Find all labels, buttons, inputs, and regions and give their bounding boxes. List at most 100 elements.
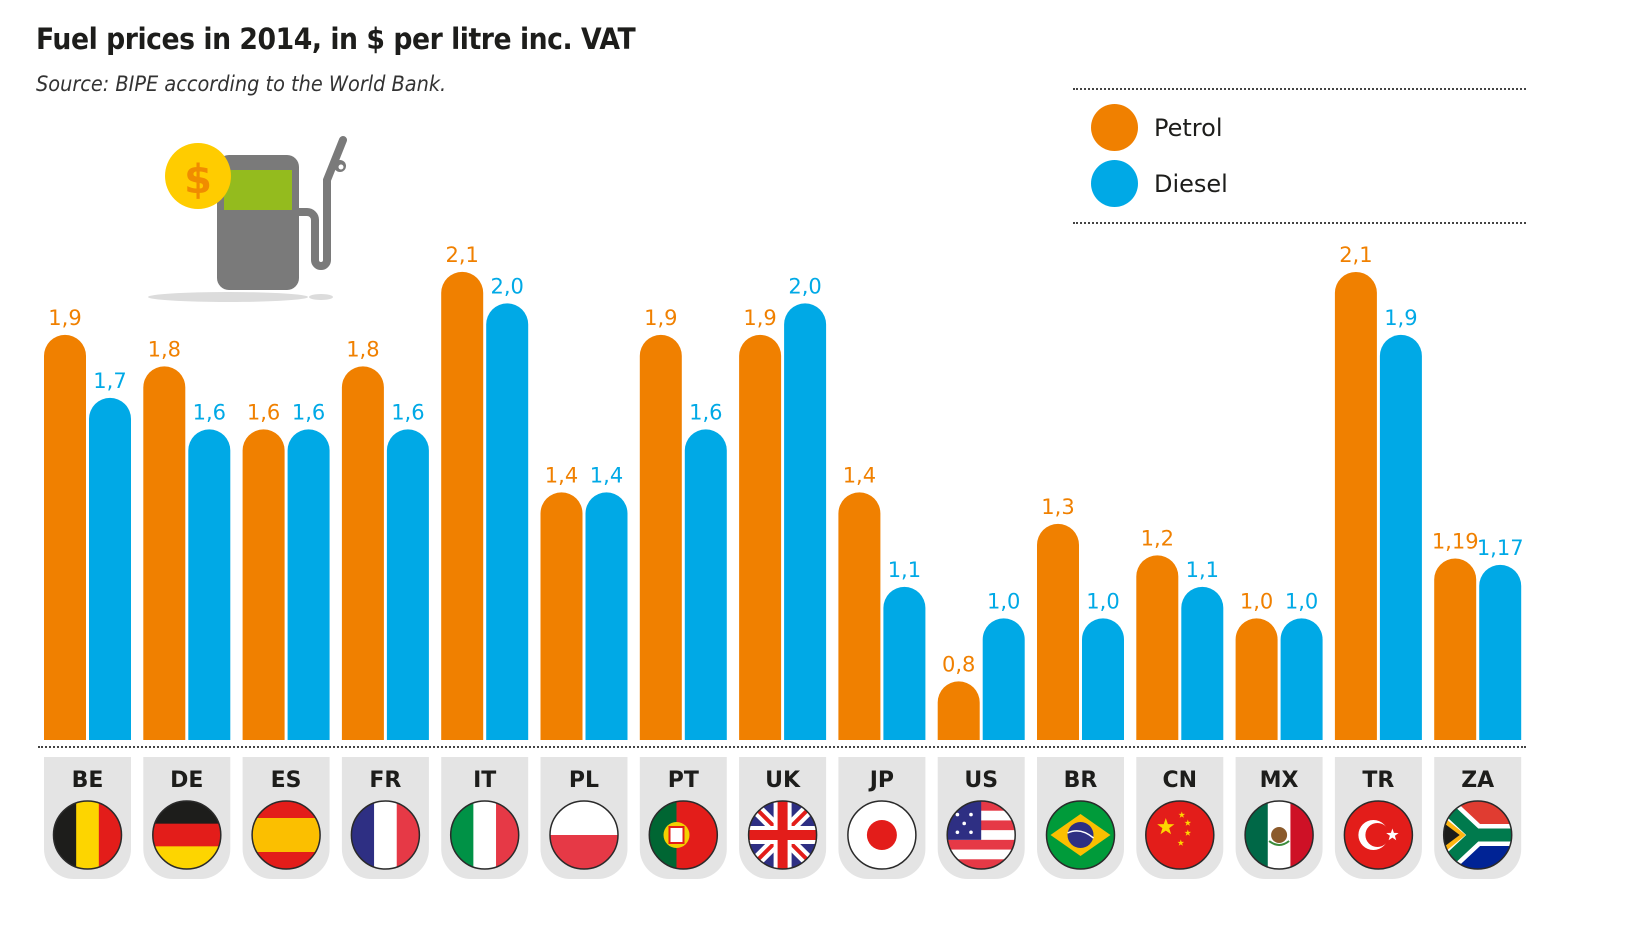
flag-de-icon xyxy=(152,800,222,870)
data-label-diesel-de: 1,6 xyxy=(193,400,226,424)
bar-diesel-us xyxy=(982,618,1025,740)
pump-shadow xyxy=(148,292,308,302)
data-label-petrol-jp: 1,4 xyxy=(843,463,876,487)
data-label-petrol-pt: 1,9 xyxy=(644,306,677,330)
data-label-petrol-cn: 1,2 xyxy=(1141,526,1174,550)
data-label-diesel-pt: 1,6 xyxy=(689,400,722,424)
bar-diesel-mx xyxy=(1280,618,1323,740)
data-label-diesel-za: 1,17 xyxy=(1477,536,1524,560)
category-label-uk: UK xyxy=(765,768,801,793)
dollar-sign: $ xyxy=(184,157,212,203)
flag-fr-icon xyxy=(350,800,421,870)
category-label-pt: PT xyxy=(668,768,699,793)
category-label-de: DE xyxy=(170,768,203,793)
data-label-petrol-tr: 2,1 xyxy=(1339,243,1372,267)
bar-diesel-pt xyxy=(684,429,727,740)
data-label-diesel-es: 1,6 xyxy=(292,400,325,424)
data-label-petrol-it: 2,1 xyxy=(445,243,478,267)
diesel-swatch-icon xyxy=(1091,160,1138,207)
flag-tr-icon xyxy=(1343,800,1414,870)
chart-subtitle: Source: BIPE according to the World Bank… xyxy=(36,72,447,96)
data-label-petrol-br: 1,3 xyxy=(1041,495,1074,519)
bar-diesel-it xyxy=(486,303,529,740)
bar-diesel-jp xyxy=(883,586,926,740)
category-label-jp: JP xyxy=(868,768,894,793)
flag-pl-icon xyxy=(549,800,619,870)
pump-nozzle-hole xyxy=(338,164,344,170)
bar-diesel-tr xyxy=(1379,334,1422,740)
dollar-coin-icon xyxy=(165,143,231,209)
bar-diesel-br xyxy=(1082,618,1124,740)
data-label-diesel-br: 1,0 xyxy=(1086,589,1119,613)
flag-pt-icon xyxy=(648,800,719,870)
bar-diesel-de xyxy=(188,429,231,740)
data-label-diesel-tr: 1,9 xyxy=(1384,306,1417,330)
legend-item-diesel: Diesel xyxy=(1091,160,1228,207)
bar-petrol-jp xyxy=(838,492,881,740)
data-label-petrol-za: 1,19 xyxy=(1432,530,1479,554)
bar-petrol-be xyxy=(44,334,86,740)
bar-diesel-be xyxy=(89,397,131,740)
data-label-diesel-be: 1,7 xyxy=(93,369,126,393)
data-label-diesel-pl: 1,4 xyxy=(590,463,623,487)
data-label-diesel-cn: 1,1 xyxy=(1186,558,1219,582)
legend-label-diesel: Diesel xyxy=(1154,169,1228,198)
data-label-petrol-mx: 1,0 xyxy=(1240,589,1273,613)
category-label-us: US xyxy=(964,768,998,793)
bar-diesel-za xyxy=(1479,564,1522,740)
data-label-petrol-es: 1,6 xyxy=(247,400,280,424)
data-label-diesel-it: 2,0 xyxy=(490,274,523,298)
bar-petrol-za xyxy=(1434,558,1477,740)
flag-be-icon xyxy=(52,800,123,870)
flag-za-icon xyxy=(1442,800,1513,870)
bar-diesel-pl xyxy=(585,492,628,740)
flag-jp-icon xyxy=(847,800,917,870)
bar-petrol-tr xyxy=(1334,271,1377,740)
bar-petrol-mx xyxy=(1235,618,1278,740)
category-label-br: BR xyxy=(1064,768,1098,793)
petrol-swatch-icon xyxy=(1091,104,1138,151)
pump-screen xyxy=(224,170,292,210)
legend: Petrol Diesel xyxy=(1073,88,1526,224)
bar-petrol-pt xyxy=(639,334,682,740)
category-label-be: BE xyxy=(72,768,104,793)
bar-petrol-es xyxy=(242,429,285,740)
data-label-petrol-be: 1,9 xyxy=(48,306,81,330)
data-label-petrol-fr: 1,8 xyxy=(346,337,379,361)
category-label-pl: PL xyxy=(569,768,599,793)
data-label-petrol-uk: 1,9 xyxy=(743,306,776,330)
bar-diesel-cn xyxy=(1181,586,1224,740)
data-label-diesel-fr: 1,6 xyxy=(391,400,424,424)
bar-petrol-de xyxy=(143,366,186,740)
data-label-diesel-mx: 1,0 xyxy=(1285,589,1318,613)
category-label-za: ZA xyxy=(1461,768,1494,793)
flag-br-icon xyxy=(1045,800,1116,870)
category-label-cn: CN xyxy=(1163,768,1198,793)
legend-item-petrol: Petrol xyxy=(1091,104,1222,151)
data-label-diesel-uk: 2,0 xyxy=(788,274,821,298)
flag-es-icon xyxy=(251,800,321,870)
category-label-es: ES xyxy=(271,768,302,793)
pump-shadow-small xyxy=(309,294,333,300)
flag-it-icon xyxy=(449,800,520,870)
pump-hose xyxy=(295,136,347,270)
flag-us-icon xyxy=(946,800,1016,870)
data-label-petrol-us: 0,8 xyxy=(942,652,975,676)
bar-petrol-uk xyxy=(739,334,782,740)
bar-diesel-es xyxy=(287,429,330,740)
flag-uk-icon xyxy=(747,800,818,870)
legend-label-petrol: Petrol xyxy=(1154,113,1223,142)
category-label-mx: MX xyxy=(1260,768,1299,793)
flag-cn-icon xyxy=(1145,800,1215,870)
bar-petrol-br xyxy=(1037,523,1079,740)
bar-petrol-it xyxy=(441,271,484,740)
bar-diesel-fr xyxy=(386,429,429,740)
bar-petrol-cn xyxy=(1136,555,1179,740)
x-axis-baseline xyxy=(38,746,1526,748)
bar-petrol-pl xyxy=(540,492,583,740)
fuel-pump-icon: $ xyxy=(148,136,347,302)
flag-mx-icon xyxy=(1244,800,1314,870)
category-label-fr: FR xyxy=(369,768,401,793)
bar-petrol-us xyxy=(937,681,980,740)
